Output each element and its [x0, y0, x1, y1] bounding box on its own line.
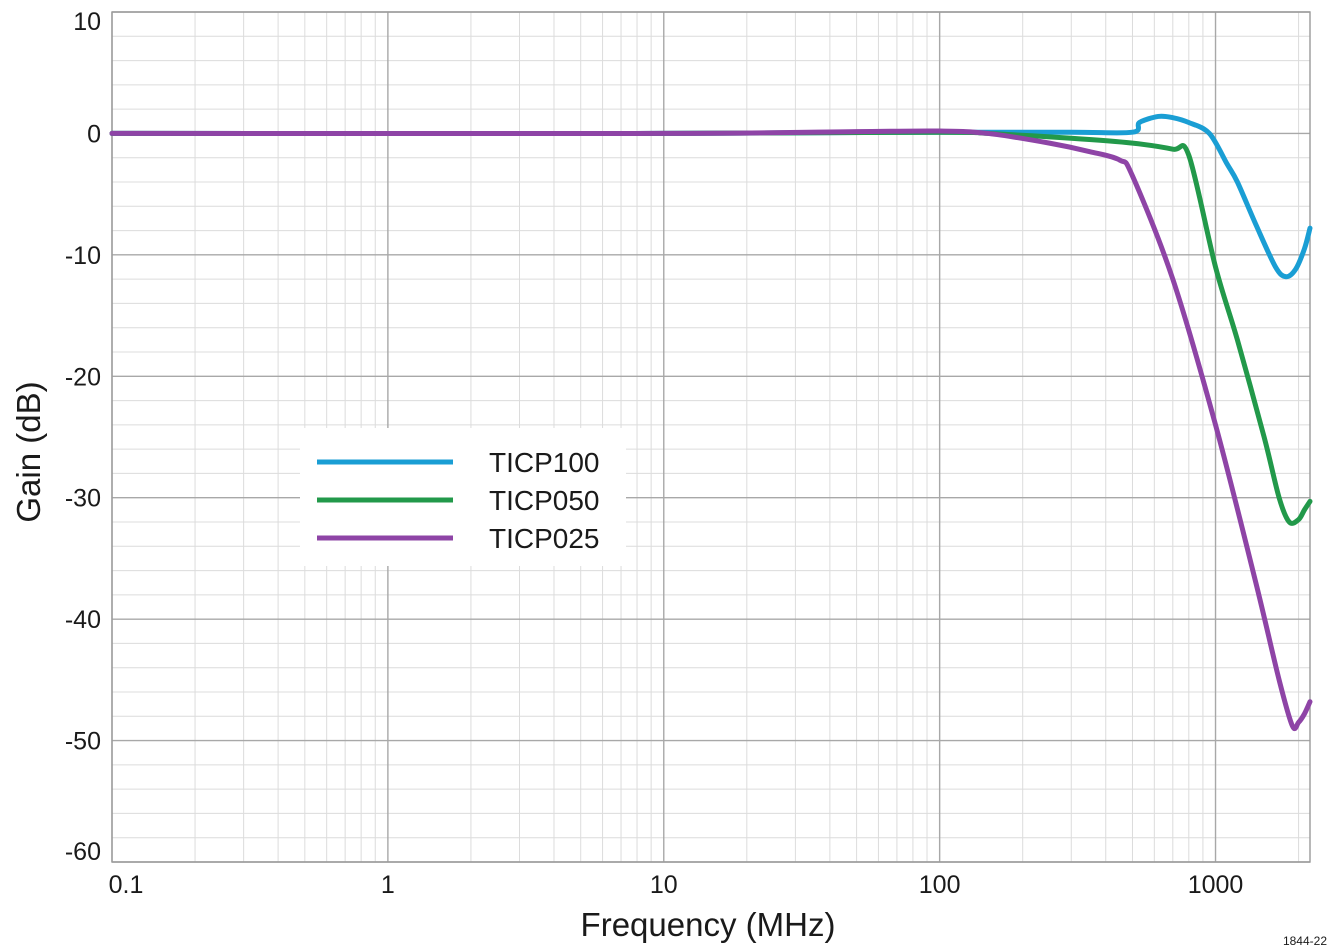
legend-label-ticp050: TICP050: [489, 485, 600, 516]
y-tick-labels: 10 0 -10 -20 -30 -40 -50 -60: [65, 8, 101, 866]
series-line-ticp100: [109, 113, 1313, 280]
x-tick-label: 100: [919, 871, 961, 899]
x-tick-label: 10: [650, 871, 678, 899]
figure-id: 1844-22: [1283, 934, 1327, 948]
x-tick-label: 1: [381, 871, 395, 899]
legend-label-ticp100: TICP100: [489, 447, 600, 478]
y-axis-title: Gain (dB): [10, 381, 47, 522]
y-tick-label: -10: [65, 242, 101, 270]
y-tick-label: -60: [65, 838, 101, 866]
legend: TICP100 TICP050 TICP025: [300, 428, 626, 566]
y-tick-label: -30: [65, 485, 101, 513]
series-lines: [109, 113, 1313, 732]
x-tick-label: 0.1: [109, 871, 144, 899]
y-tick-label: -20: [65, 363, 101, 391]
minor-grid: [112, 12, 1310, 862]
x-axis-title: Frequency (MHz): [581, 906, 836, 943]
y-tick-label: 0: [87, 120, 101, 148]
legend-label-ticp025: TICP025: [489, 523, 600, 554]
major-grid: [111, 11, 1310, 863]
x-tick-labels: 0.1 1 10 100 1000: [109, 871, 1244, 899]
legend-box: [300, 428, 626, 566]
y-tick-label: -50: [65, 728, 101, 756]
plot-frame: [111, 11, 1311, 863]
y-tick-label: -40: [65, 606, 101, 634]
x-tick-label: 1000: [1188, 871, 1244, 899]
series-line-ticp025: [109, 128, 1313, 732]
y-tick-label: 10: [73, 8, 101, 36]
